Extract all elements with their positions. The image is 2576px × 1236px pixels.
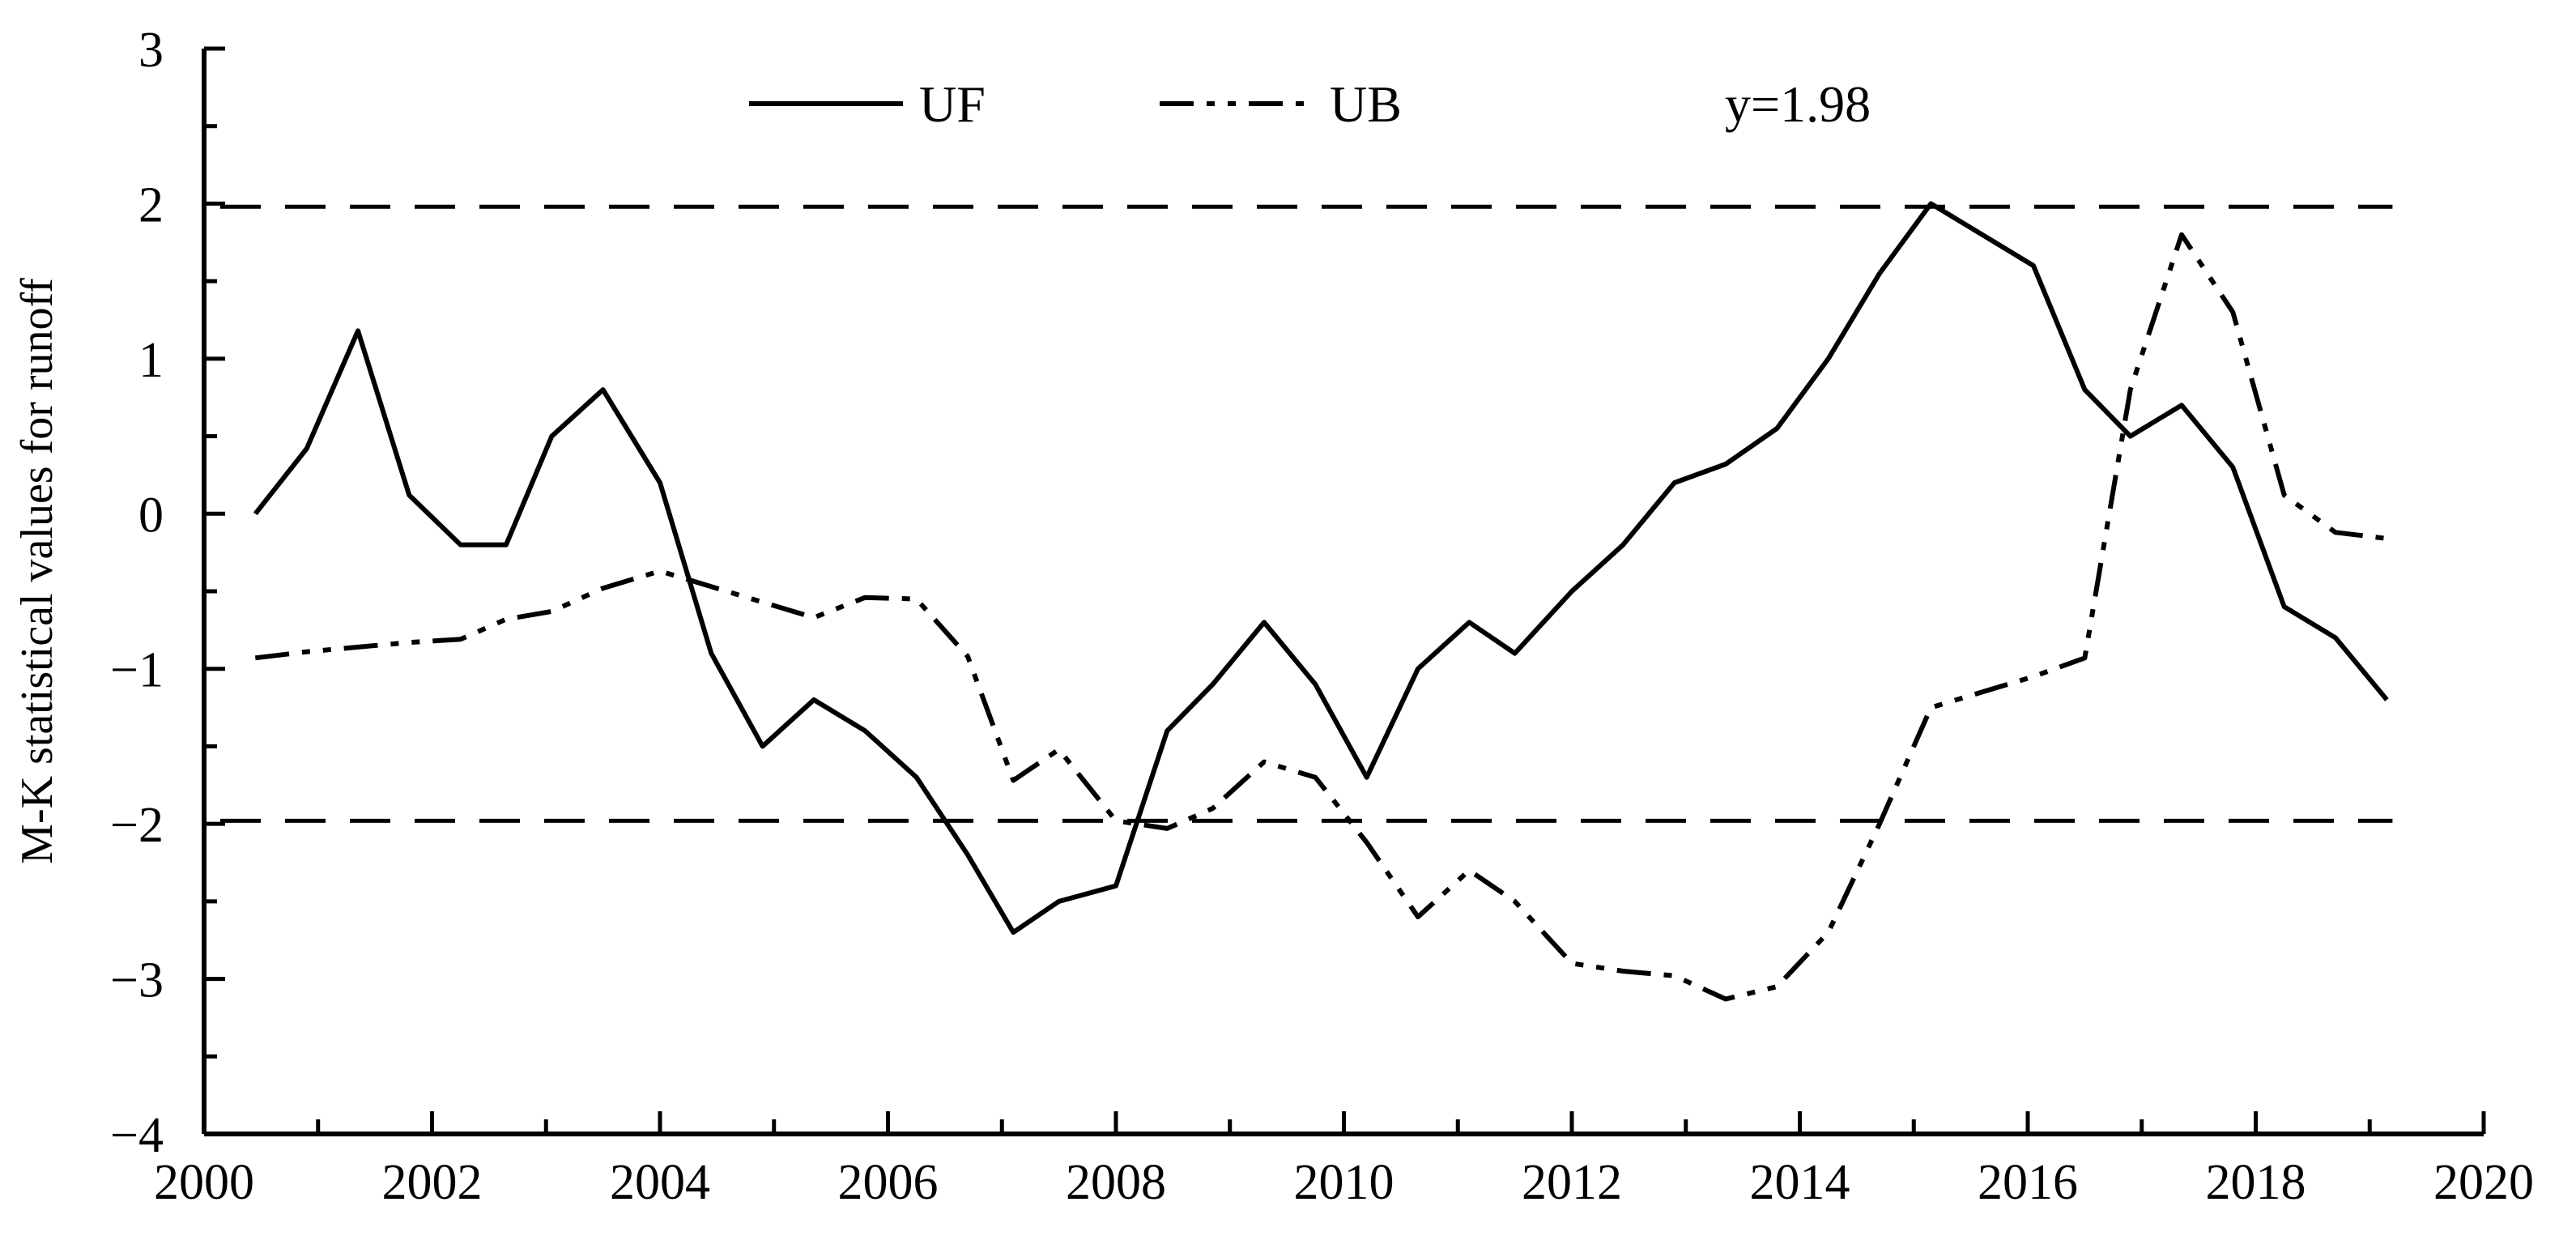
y-tick-label: −3 xyxy=(110,953,164,1008)
y-tick-label: −4 xyxy=(110,1108,164,1163)
x-tick-label: 2010 xyxy=(1294,1155,1394,1210)
legend-label-3: y=1.98 xyxy=(1725,75,1871,133)
x-tick-label: 2002 xyxy=(382,1155,483,1210)
x-tick-label: 2004 xyxy=(610,1155,710,1210)
x-axis-ticks: 2000 2002 2004 2006 2008 2010 2012 2014 2016 2018… xyxy=(154,1111,2534,1210)
axes: −4 −3 −2 −1 0 1 2 3 2000 2002 2004 2006 2008 2010 201… xyxy=(110,23,2534,1210)
x-tick-label: 2000 xyxy=(154,1155,254,1210)
series-line-ub xyxy=(254,232,2387,1002)
x-tick-label: 2006 xyxy=(838,1155,939,1210)
y-tick-label: −2 xyxy=(110,798,164,853)
x-tick-label: 2012 xyxy=(1522,1155,1622,1210)
legend: UF UB y=1.98 xyxy=(749,75,1871,133)
y-tick-label: 0 xyxy=(138,488,164,543)
y-tick-label: 1 xyxy=(138,333,164,388)
legend-label-1: UF xyxy=(919,75,986,133)
x-tick-label: 2020 xyxy=(2433,1155,2534,1210)
plot-area xyxy=(220,201,2393,1002)
reference-lines xyxy=(220,204,2393,823)
x-tick-label: 2018 xyxy=(2206,1155,2306,1210)
y-axis-ticks: −4 −3 −2 −1 0 1 2 3 xyxy=(110,23,225,1163)
x-tick-label: 2008 xyxy=(1066,1155,1166,1210)
y-tick-label: −1 xyxy=(110,643,164,698)
series-line-uf xyxy=(253,201,2389,936)
x-tick-label: 2014 xyxy=(1750,1155,1850,1210)
y-axis-title: M-K statistical values for runoff xyxy=(12,278,62,864)
y-tick-label: 3 xyxy=(138,23,164,78)
x-tick-label: 2016 xyxy=(1978,1155,2078,1210)
y-tick-label: 2 xyxy=(138,177,164,232)
series-lines xyxy=(253,201,2389,1002)
legend-label-2: UB xyxy=(1330,75,1402,133)
